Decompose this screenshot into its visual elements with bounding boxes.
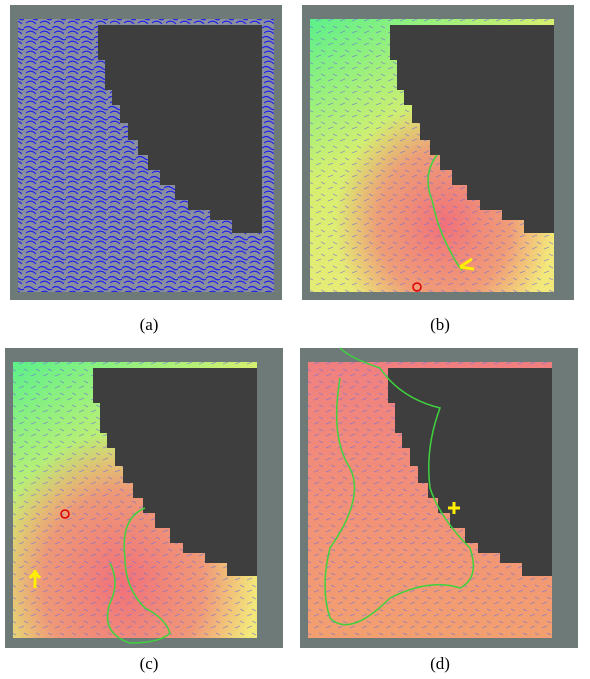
caption: (c) xyxy=(140,654,159,673)
panel-b xyxy=(302,5,574,300)
caption: (a) xyxy=(140,315,159,334)
panel-c xyxy=(5,348,283,648)
panel-d xyxy=(300,348,578,648)
caption: (d) xyxy=(430,654,450,673)
panel-a xyxy=(10,5,282,300)
figure: (a) (b) (c) (d) xyxy=(0,0,590,679)
caption: (b) xyxy=(430,315,450,334)
